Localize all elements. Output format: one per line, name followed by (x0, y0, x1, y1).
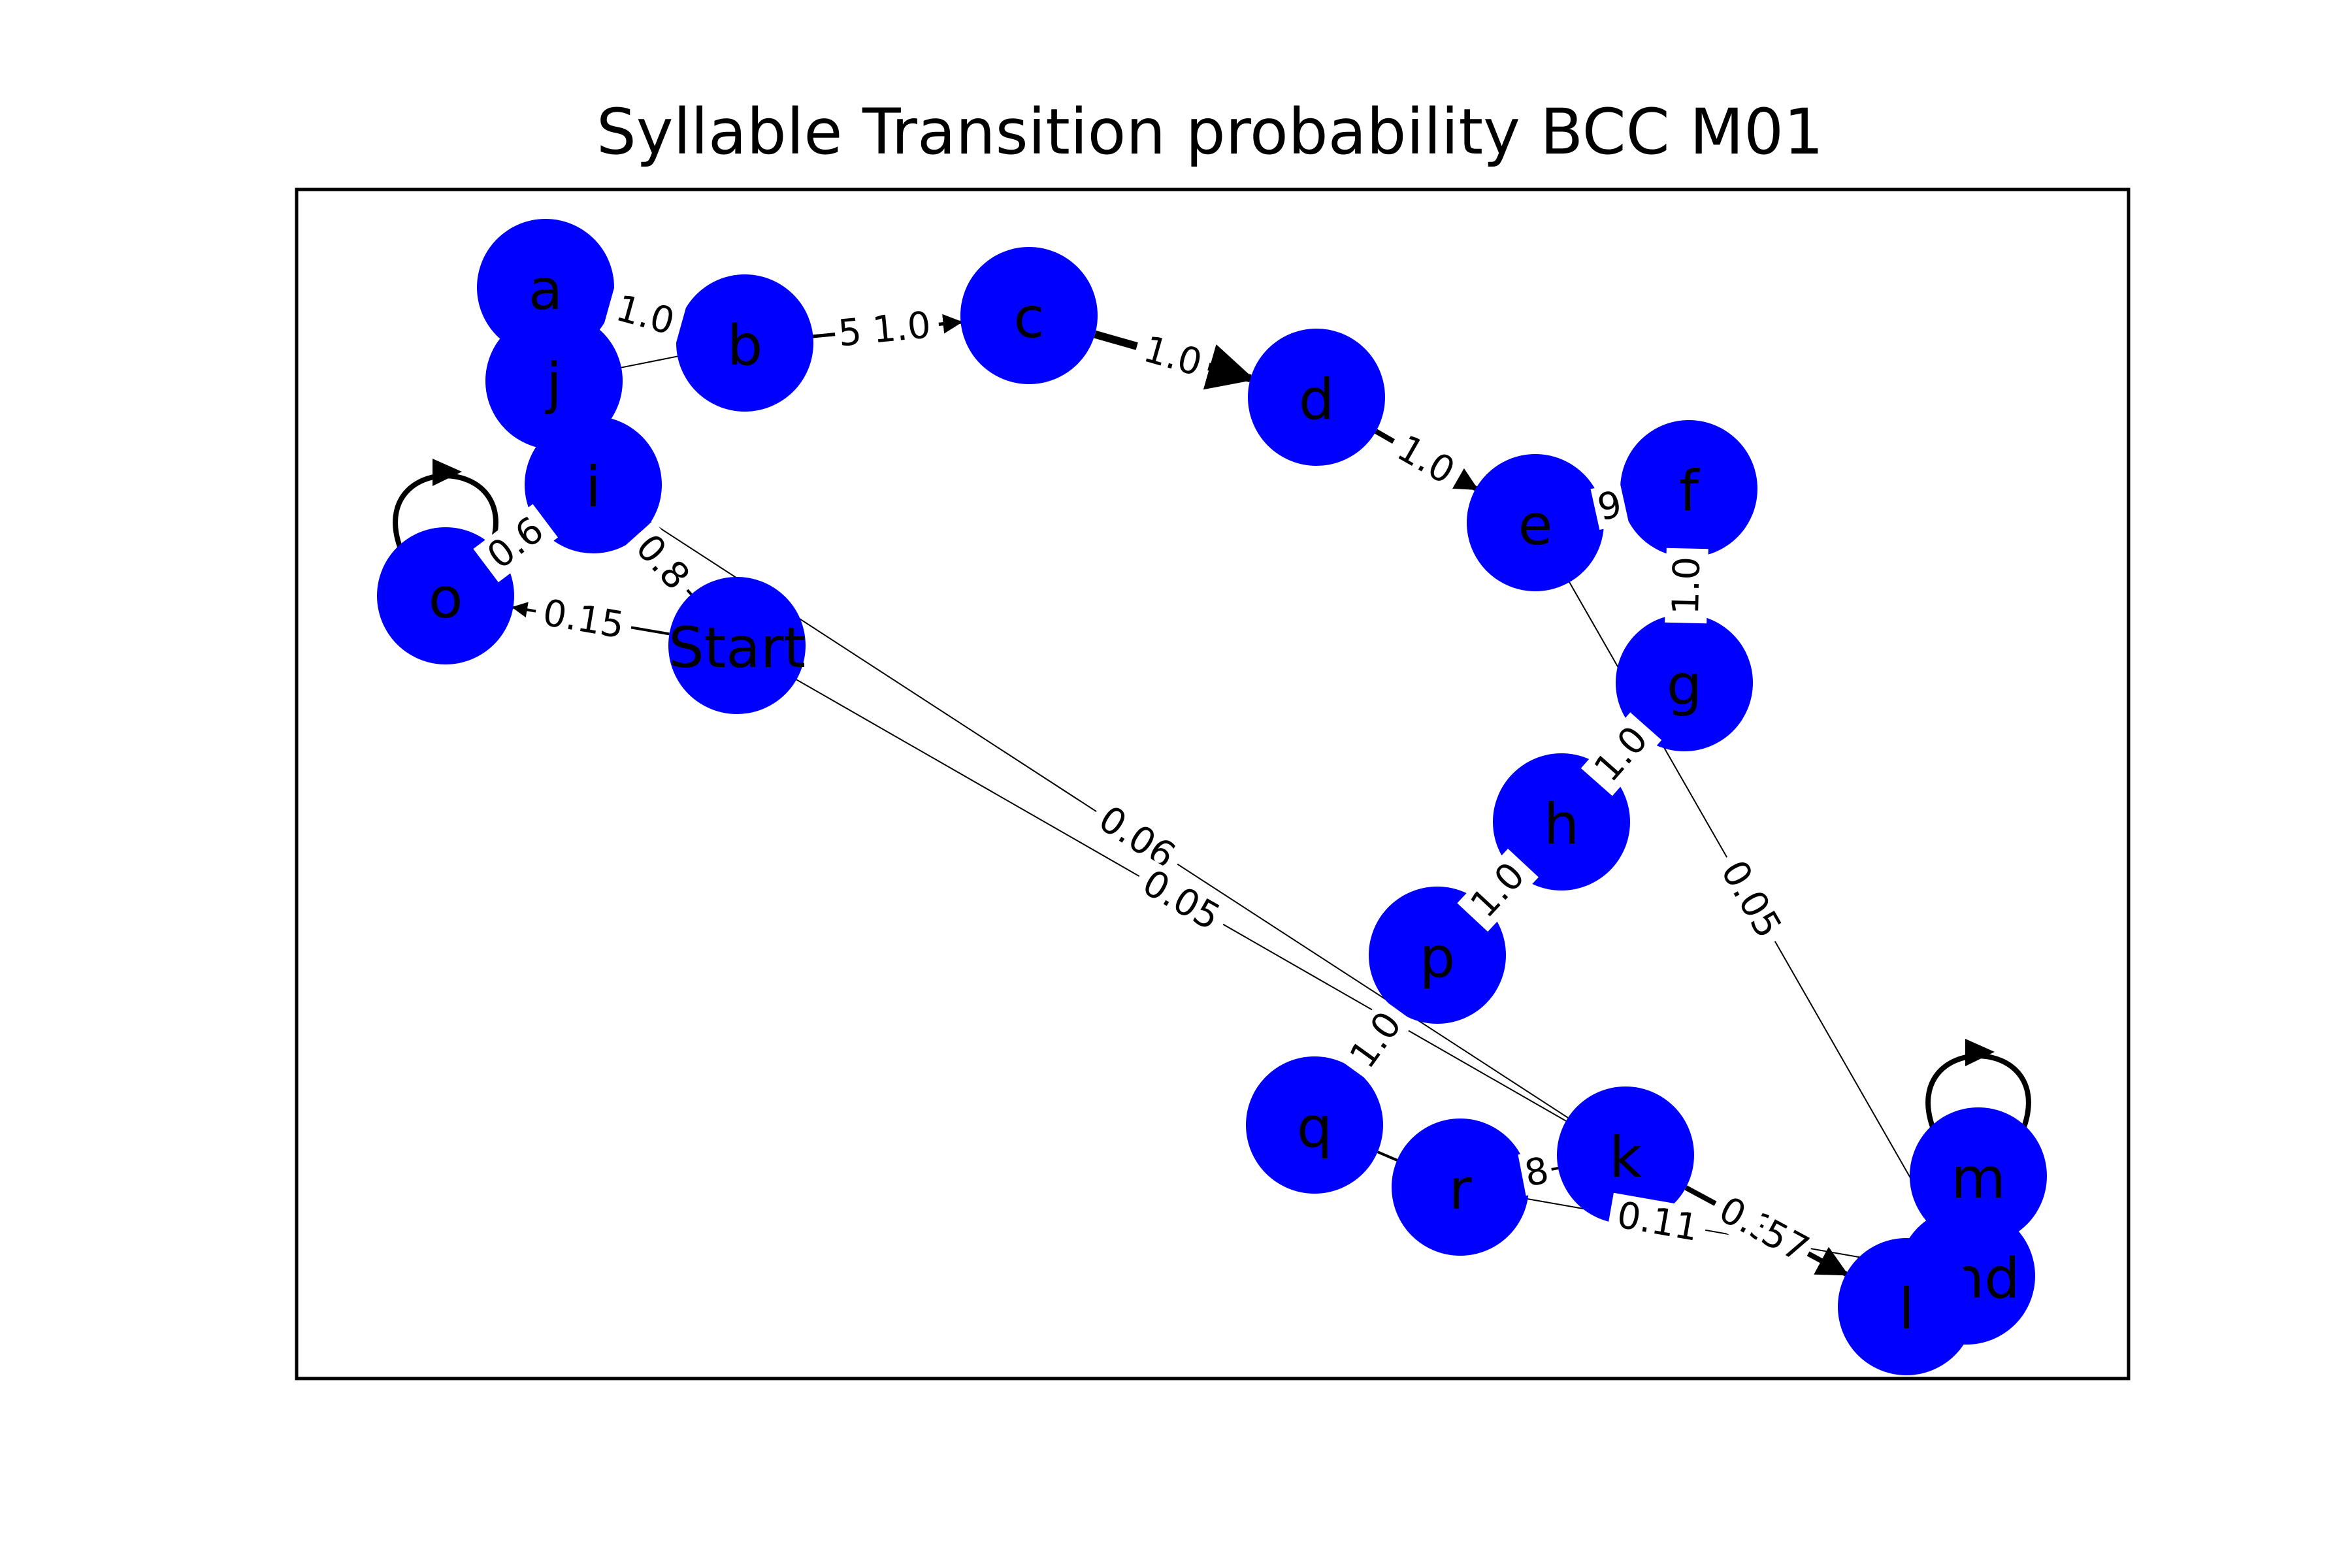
node-label: h (1544, 792, 1580, 857)
node-m: m (1910, 1107, 2047, 1245)
edge-q-to-r (1377, 1151, 1398, 1162)
edge-label: 5 (836, 310, 864, 355)
node-circle (377, 527, 514, 664)
node-l: l (1838, 1238, 1975, 1375)
node-Start: Start (668, 577, 806, 714)
edge-label: 1.0 (612, 287, 679, 344)
node-label: b (727, 313, 763, 378)
edge-label-group: 0.06 (1085, 794, 1189, 882)
edge-label-background (622, 520, 703, 604)
node-o: o (377, 527, 514, 664)
edge-label-background (1383, 423, 1469, 497)
node-a: a (477, 219, 614, 356)
node-r: r (1392, 1119, 1529, 1256)
node-f: f (1620, 420, 1757, 557)
node-label: e (1518, 493, 1553, 558)
node-circle (1392, 1119, 1529, 1256)
node-label: j (545, 351, 562, 416)
node-b: b (676, 274, 813, 412)
node-h: h (1493, 753, 1630, 890)
node-circle (1493, 753, 1630, 890)
edge-label-group: 1.0 (1131, 326, 1215, 387)
node-circle (1910, 1107, 2047, 1245)
edge-label-group: 1.0 (862, 303, 941, 353)
node-label: k (1609, 1125, 1642, 1190)
node-circle (1557, 1086, 1694, 1224)
node-circle (477, 219, 614, 356)
node-label: d (1299, 367, 1335, 433)
edge-label-background (1590, 482, 1629, 531)
self-loop-arrowhead-o (433, 459, 462, 486)
edge-label: 0.11 (1614, 1194, 1701, 1250)
edge-label-background (1337, 998, 1415, 1083)
edge-label: 1.0 (871, 304, 933, 351)
edge-label-group: 8 (1518, 1149, 1556, 1196)
edge-label-background (833, 310, 867, 355)
node-g: g (1616, 614, 1753, 751)
node-circle (1246, 1056, 1383, 1194)
node-circle (1369, 887, 1506, 1024)
node-circle (668, 577, 806, 714)
node-label: m (1951, 1146, 2006, 1211)
node-circle (676, 274, 813, 412)
node-circle (1467, 454, 1604, 591)
edge-label-group: 0.05 (1128, 858, 1234, 943)
edge-label-group: 0.15 (532, 590, 635, 648)
edge-label-background (1708, 847, 1793, 952)
nodes-layer: EndlmkrqphgfedcStartoijba (377, 219, 2047, 1375)
edge-label-group: 9 (1590, 482, 1629, 531)
node-label: a (529, 257, 563, 323)
node-label: q (1297, 1095, 1333, 1160)
edge-j-to-b (621, 355, 678, 368)
edge-label-group: 1.0 (604, 285, 687, 346)
node-circle (1248, 329, 1385, 466)
edge-label-background (1128, 858, 1234, 943)
node-circle (1616, 614, 1753, 751)
edge-label-group: 5 (833, 310, 867, 355)
node-i: i (525, 416, 662, 553)
node-circle (1838, 1238, 1975, 1375)
node-label: i (585, 455, 601, 520)
node-circle (960, 247, 1098, 384)
edge-label-background (1457, 848, 1539, 932)
edge-label-background (1131, 326, 1215, 387)
edge-label-background (1085, 794, 1189, 882)
node-label: p (1420, 925, 1456, 990)
node-d: d (1248, 329, 1385, 466)
edge-label-group: 1.0 (1665, 547, 1708, 624)
edge-label-background (1606, 1192, 1709, 1251)
edge-label-background (1665, 547, 1708, 624)
edge-label-background (1752, 1210, 1818, 1273)
edge-label-background (862, 303, 941, 353)
figure-title: Syllable Transition probability BCC M01 (596, 95, 1823, 169)
node-label: o (429, 566, 463, 631)
node-label: c (1013, 286, 1044, 351)
node-p: p (1369, 887, 1506, 1024)
node-k: k (1557, 1086, 1694, 1224)
node-circle (525, 416, 662, 553)
edge-label-background (604, 285, 687, 346)
edge-label: 1.0 (1665, 556, 1708, 615)
node-label: r (1448, 1157, 1472, 1222)
edge-label-group: 0.05 (1708, 847, 1793, 952)
node-label: g (1667, 653, 1703, 718)
edge-label-background (1518, 1149, 1556, 1196)
node-q: q (1246, 1056, 1383, 1194)
edge-label-background (1580, 712, 1662, 796)
node-e: e (1467, 454, 1604, 591)
node-label: l (1899, 1277, 1914, 1342)
node-label: f (1679, 459, 1700, 524)
edge-label-group: 0.11 (1606, 1192, 1709, 1251)
edge-label: 0.15 (540, 591, 627, 647)
node-label: Start (668, 615, 806, 681)
plot-frame (295, 188, 2131, 1380)
node-c: c (960, 247, 1098, 384)
edge-label: 1.0 (1139, 328, 1206, 385)
node-circle (1620, 420, 1757, 557)
edge-label-background (532, 590, 635, 648)
self-loop-arrowhead-m (1965, 1039, 1995, 1066)
edge-label-group: 1.0 (1383, 423, 1469, 497)
edge-label-background (473, 504, 558, 583)
